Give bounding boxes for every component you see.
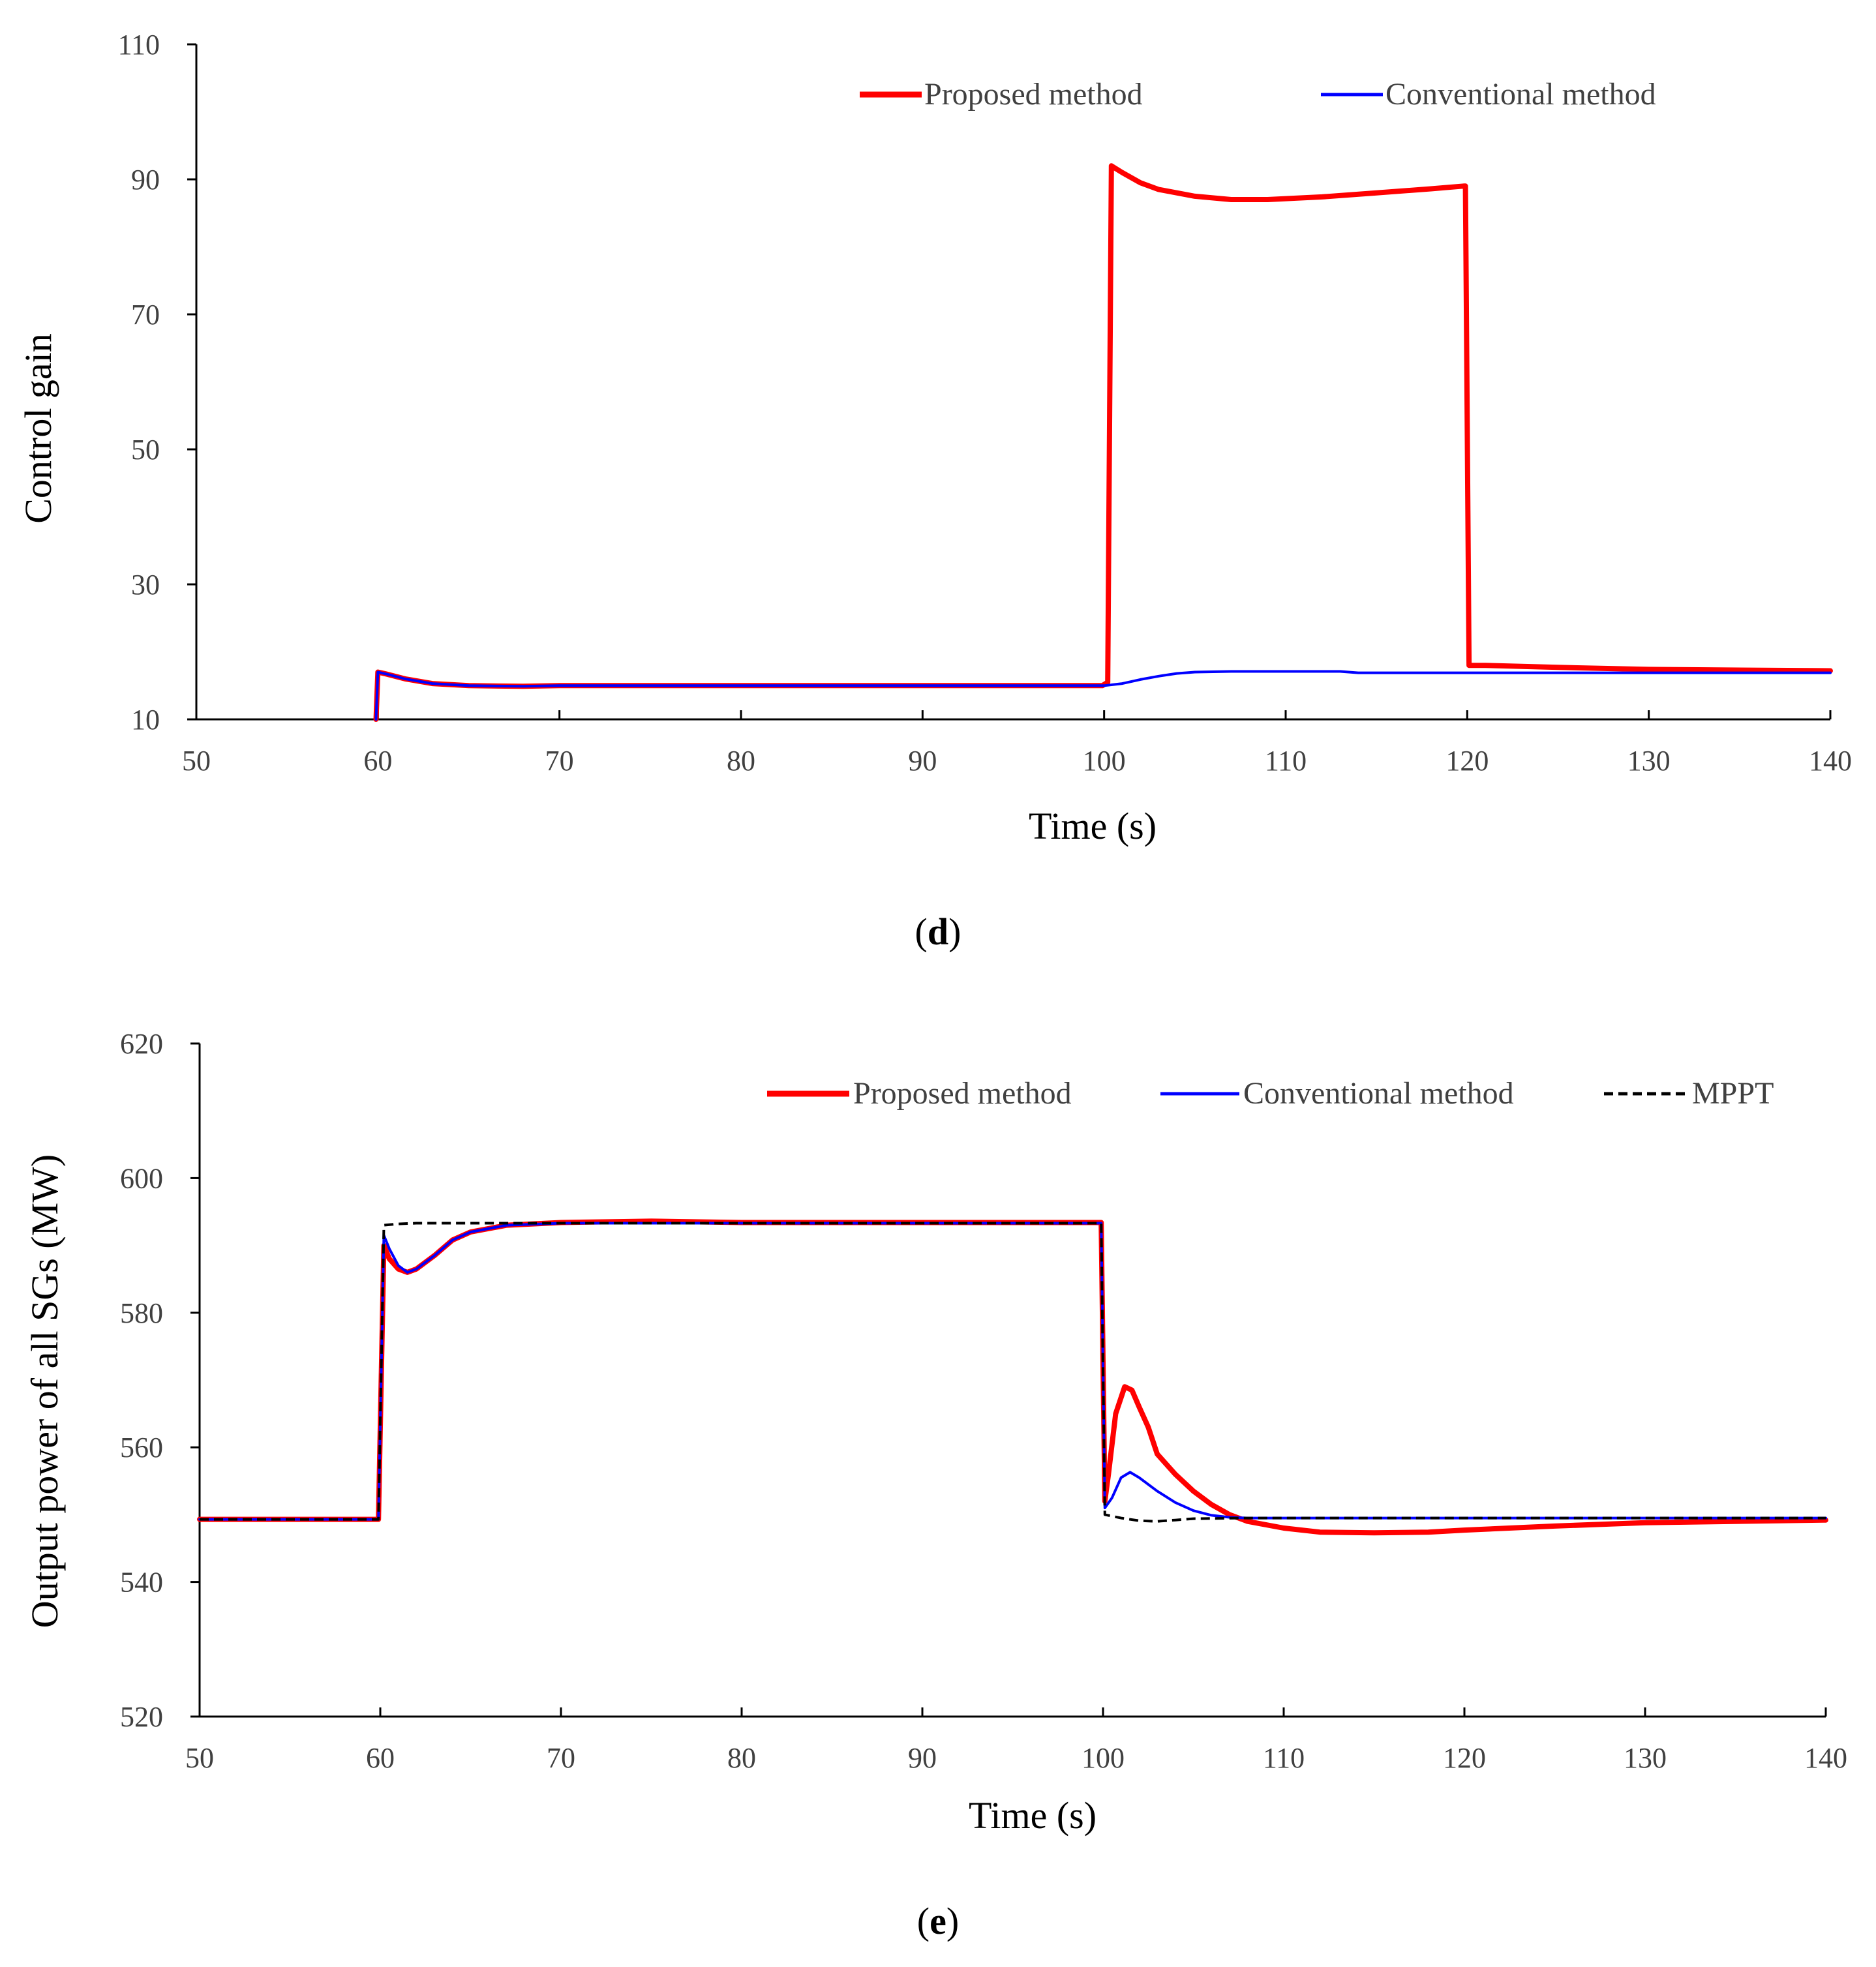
x-tick-label-e-90: 90 <box>908 1742 937 1774</box>
legend-d: Proposed method Conventional method <box>860 77 1656 112</box>
y-tick-label-d-110: 110 <box>118 29 160 61</box>
y-tick-label-d-90: 90 <box>131 164 160 196</box>
x-tick-label-d-90: 90 <box>908 745 937 777</box>
x-tick-label-d-80: 80 <box>727 745 755 777</box>
y-tick-label-e-620: 620 <box>120 1028 163 1060</box>
x-tick-label-e-140: 140 <box>1804 1742 1847 1774</box>
series-layer-e <box>197 1218 1828 1536</box>
y-tick-labels-d: 10 30 50 70 90 110 <box>118 29 160 736</box>
x-tick-label-d-120: 120 <box>1445 745 1489 777</box>
y-axis-title-e: Output power of all SGs (MW) <box>23 1154 66 1629</box>
y-tick-label-e-540: 540 <box>120 1567 163 1599</box>
legend-label-proposed-e: Proposed method <box>853 1076 1072 1111</box>
y-tick-label-d-30: 30 <box>131 569 160 601</box>
series-layer-d <box>373 163 1833 722</box>
x-tick-label-d-70: 70 <box>545 745 574 777</box>
series-line-e-mppt <box>200 1222 1826 1523</box>
chart-panel-e: 50 60 70 80 90 100 110 120 130 140 520 540 560 580 60… <box>23 1028 1847 1942</box>
legend-label-conventional-d: Conventional method <box>1385 77 1656 112</box>
tick-marks-e <box>190 1042 1827 1718</box>
x-tick-label-d-140: 140 <box>1809 745 1852 777</box>
y-tick-label-e-520: 520 <box>120 1701 163 1733</box>
series-line-e-proposed-method <box>197 1218 1828 1536</box>
series-line-d-conventional-method <box>374 670 1832 721</box>
x-tick-label-d-50: 50 <box>182 745 211 777</box>
y-tick-label-e-560: 560 <box>120 1432 163 1464</box>
x-tick-label-d-60: 60 <box>363 745 392 777</box>
y-tick-label-d-10: 10 <box>131 704 160 736</box>
x-tick-label-e-60: 60 <box>366 1742 395 1774</box>
caption-e: (e) <box>917 1900 959 1942</box>
legend-label-proposed-d: Proposed method <box>924 77 1143 112</box>
y-tick-label-e-600: 600 <box>120 1162 163 1194</box>
x-tick-label-d-100: 100 <box>1083 745 1126 777</box>
legend-label-conventional-e: Conventional method <box>1243 1076 1514 1111</box>
caption-d: (d) <box>915 910 961 953</box>
x-tick-label-e-110: 110 <box>1263 1742 1305 1774</box>
x-tick-label-e-80: 80 <box>727 1742 756 1774</box>
x-tick-label-d-110: 110 <box>1265 745 1307 777</box>
series-line-d-proposed-method <box>373 163 1833 722</box>
x-tick-label-e-120: 120 <box>1443 1742 1486 1774</box>
x-tick-label-d-130: 130 <box>1627 745 1671 777</box>
legend-label-mppt-e: MPPT <box>1692 1076 1774 1111</box>
x-tick-label-e-50: 50 <box>185 1742 214 1774</box>
y-tick-labels-e: 520 540 560 580 600 620 <box>120 1028 163 1733</box>
x-tick-label-e-100: 100 <box>1082 1742 1125 1774</box>
y-tick-label-e-580: 580 <box>120 1297 163 1329</box>
legend-e: Proposed method Conventional method MPPT <box>767 1076 1774 1111</box>
x-tick-label-e-130: 130 <box>1624 1742 1667 1774</box>
x-tick-labels-d: 50 60 70 80 90 100 110 120 130 140 <box>182 745 1852 777</box>
x-tick-labels-e: 50 60 70 80 90 100 110 120 130 140 <box>185 1742 1847 1774</box>
y-tick-label-d-70: 70 <box>131 299 160 331</box>
tick-marks-d <box>187 43 1832 721</box>
series-line-e-conventional-method <box>198 1222 1827 1521</box>
x-axis-title-e: Time (s) <box>969 1794 1097 1837</box>
y-axis-title-d: Control gain <box>17 333 59 524</box>
x-axis-title-d: Time (s) <box>1029 805 1157 847</box>
chart-panel-d: 50 60 70 80 90 100 110 120 130 140 1030507090110 … <box>17 29 1852 953</box>
y-tick-label-d-50: 50 <box>131 434 160 466</box>
x-tick-label-e-70: 70 <box>547 1742 575 1774</box>
